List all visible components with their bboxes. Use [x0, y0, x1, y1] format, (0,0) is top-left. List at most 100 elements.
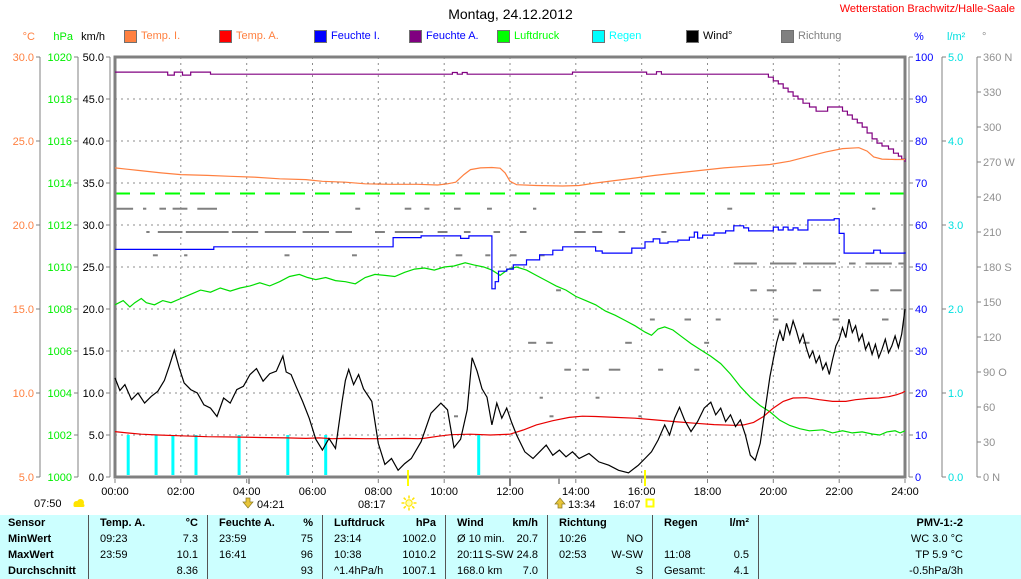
axis-tick-label: 20	[915, 388, 927, 400]
axis-wind: km/h 50.0 45.0 40.0 35.0 30.0 25.0 20.0 15.0 10.0…	[81, 31, 111, 484]
axis-tick-label: 15.0	[13, 304, 34, 316]
cell-value: NO	[626, 533, 644, 545]
legend-swatch-icon-regen	[592, 29, 605, 43]
axis-tick-label: 25.0	[13, 136, 34, 148]
cell-value: 7.3	[182, 533, 198, 545]
axis-tick-label: 10	[915, 430, 927, 442]
legend-item-feuchte-i: Feuchte I.	[314, 29, 380, 43]
cell-value: 10.1	[176, 549, 198, 561]
legend-label-regen: Regen	[609, 30, 642, 42]
axis-tick-label: 100	[915, 52, 933, 64]
series-feuchte-i	[115, 218, 906, 290]
moon-cloud-icon	[73, 499, 85, 507]
axis-tick-label: 0 N	[983, 472, 1000, 484]
legend-item-regen: Regen	[592, 29, 642, 43]
axis-tick-label: 10.0	[83, 388, 104, 400]
legend-item-feuchte-a: Feuchte A.	[409, 29, 479, 43]
cell-value: 1002.0	[402, 533, 436, 545]
axis-tick-label: 25.0	[83, 262, 104, 274]
axis-tick-label: 2.0	[948, 304, 963, 316]
table-cell: 8.36	[89, 563, 207, 579]
table-col-sensor: Sensor MinWert MaxWert Durchschnitt	[0, 515, 88, 579]
pmv-value: WC 3.0 °C	[910, 533, 963, 545]
grid-lines	[115, 57, 905, 477]
cell-label: Wind	[457, 517, 484, 529]
series-richtung	[116, 207, 905, 418]
table-cell	[653, 531, 758, 547]
axis-tick-label: 1008	[48, 304, 72, 316]
table-col-pmv: PMV-1:-2 WC 3.0 °C TP 5.9 °C -0.5hPa/3h	[758, 515, 1021, 579]
table-cell: 16:41 96	[208, 547, 322, 563]
legend-swatch-icon-richtung	[781, 29, 794, 43]
table-cell: 168.0 km 7.0	[446, 563, 547, 579]
axis-tick-label: 80	[915, 136, 927, 148]
cell-value: 1010.2	[402, 549, 436, 561]
time-axis-label: 22:00	[825, 486, 853, 498]
legend-item-luftdruck: Luftdruck	[497, 29, 560, 43]
cell-label: 02:53	[559, 549, 587, 561]
axis-tick-label: 1010	[48, 262, 72, 274]
table-col-richtung: Richtung 10:26 NO 02:53 W-SW S	[547, 515, 652, 579]
axis-tick-label: 1012	[48, 220, 72, 232]
axis-tick-label: 150	[983, 297, 1001, 309]
axis-tick-label: 45.0	[83, 94, 104, 106]
legend-label-richtung: Richtung	[798, 30, 842, 42]
axis-temp: °C 30.0 25.0 20.0 15.0 10.0 5.0	[13, 31, 41, 484]
time-axis-label: 06:00	[299, 486, 327, 498]
table-header-cell: Wind km/h	[446, 515, 547, 531]
annotation-sunset: 16:07	[613, 499, 641, 511]
cell-label: 20:11	[457, 549, 484, 561]
axis-tick-label: 1002	[48, 430, 72, 442]
cell-label: Temp. A.	[100, 517, 146, 529]
cell-label: 23:59	[100, 549, 128, 561]
axis-tick-label: 30.0	[83, 220, 104, 232]
table-cell: ^1.4hPa/h 1007.1	[323, 563, 445, 579]
cell-value: 0.5	[733, 549, 749, 561]
table-row-label: MaxWert	[8, 549, 54, 561]
axis-tick-label: 0.0	[948, 472, 963, 484]
time-axis-label: 14:00	[562, 486, 590, 498]
cell-label: ^1.4hPa/h	[334, 565, 384, 577]
legend-swatch-icon-luftdruck	[497, 29, 510, 43]
table-col-wind: Wind km/h Ø 10 min. 20.7 20:11 S-SW 24.8 168.0…	[445, 515, 547, 579]
time-axis: 00:00 02:00 04:00 06:00 08:00 10:00 12:00 14:00…	[101, 479, 919, 498]
axis-tick-label: 60	[983, 402, 995, 414]
cell-value: hPa	[415, 517, 436, 529]
cell-value: km/h	[512, 517, 538, 529]
cell-label: 23:14	[334, 533, 362, 545]
time-axis-label: 10:00	[430, 486, 458, 498]
table-header-cell: Luftdruck hPa	[323, 515, 445, 531]
cell-value: %	[303, 517, 313, 529]
axis-unit-pressure: hPa	[53, 31, 73, 43]
axis-tick-label: 4.0	[948, 136, 963, 148]
cell-value: 4.1	[733, 565, 749, 577]
cell-label: 168.0 km	[457, 565, 503, 577]
legend-label-luftdruck: Luftdruck	[514, 30, 560, 42]
axis-tick-label: 300	[983, 122, 1001, 134]
cell-value: 93	[300, 565, 313, 577]
arrow-up-icon	[554, 497, 566, 509]
time-axis-label: 18:00	[694, 486, 722, 498]
table-header-cell: Temp. A. °C	[89, 515, 207, 531]
axis-tick-label: 1000	[48, 472, 72, 484]
cell-value: l/m²	[729, 517, 749, 529]
annotation-moonrise: 13:34	[568, 499, 596, 511]
axis-tick-label: 40.0	[83, 136, 104, 148]
table-cell: 09:23 7.3	[89, 531, 207, 547]
weather-chart: °C30.025.020.015.010.05.0hPa102010181016…	[13, 31, 1016, 511]
cell-label: 10:26	[559, 533, 587, 545]
sensor-table: Sensor MinWert MaxWert Durchschnitt Temp. A.…	[0, 515, 1021, 579]
time-axis-label: 08:00	[365, 486, 393, 498]
pmv-value: TP 5.9 °C	[915, 549, 963, 561]
annotation-moonset: 04:21	[257, 499, 285, 511]
legend-label-temp-a: Temp. A.	[236, 30, 279, 42]
axis-tick-label: 1.0	[948, 388, 963, 400]
legend-label-temp-i: Temp. I.	[141, 30, 181, 42]
series-temp-i	[114, 147, 905, 187]
axis-tick-label: 3.0	[948, 220, 963, 232]
axis-tick-label: 120	[983, 332, 1001, 344]
table-cell: 23:59 75	[208, 531, 322, 547]
table-cell: 23:59 10.1	[89, 547, 207, 563]
